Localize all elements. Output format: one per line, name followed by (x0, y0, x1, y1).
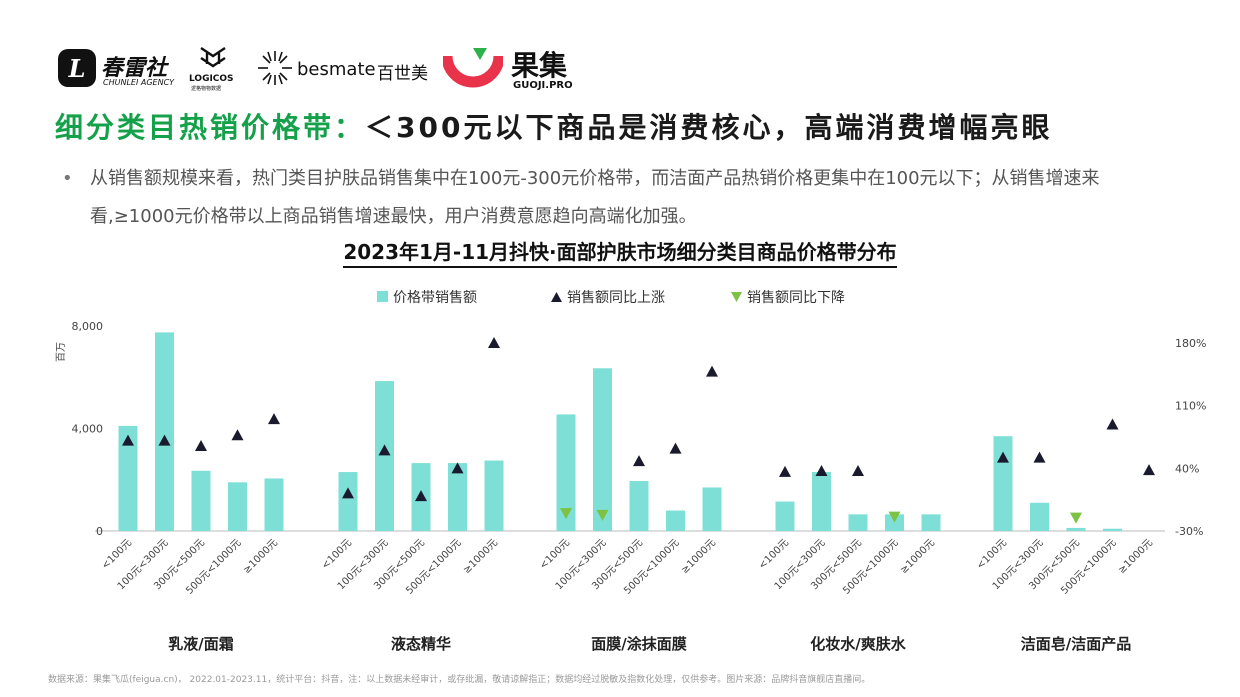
price-band-chart: 价格带销售额 销售额同比上涨 销售额同比下降 0 4,000 8,000 百万 -30% 40%… (55, 290, 1206, 653)
footnote: 数据来源：果集飞瓜(feigua.cn)， 2022.01-2023.11，统计… (48, 675, 871, 685)
y-right-tick-label: 180% (1175, 337, 1206, 350)
sales-bar (118, 425, 138, 531)
logicos-cn-name: 逻格物物数据 (191, 86, 222, 92)
yoy-up-marker (815, 465, 828, 477)
group-label: 洁面皂/洁面产品 (1021, 635, 1131, 653)
yoy-up-marker (633, 455, 645, 467)
yoy-up-marker (231, 429, 244, 441)
bullet-text: 从销售额规模来看，热门类目护肤品销售集中在100元-300元价格带，而洁面产品热… (90, 168, 1100, 227)
x-tick-label: <100元 (538, 537, 572, 571)
yoy-up-marker (342, 487, 354, 499)
sales-bar (484, 460, 504, 531)
sales-bar (848, 514, 868, 531)
bullet-dot: • (62, 168, 73, 189)
chart-title-text: 2023年1月-11月抖快·面部护肤市场细分类目商品价格带分布 (343, 240, 897, 268)
legend-down-triangle (731, 292, 742, 302)
sales-bar (375, 381, 394, 531)
yoy-down-marker (888, 511, 901, 523)
x-tick-label: ≥1000元 (898, 537, 937, 576)
x-tick-label: <100元 (757, 537, 791, 571)
guoji-mark-icon (443, 48, 503, 88)
headline-accent: 细分类目热销价格带： (55, 111, 366, 144)
sales-bar (155, 332, 174, 531)
legend-bar-swatch (377, 291, 388, 302)
x-tick-label: ≥1000元 (679, 537, 718, 576)
yoy-up-marker (158, 434, 171, 446)
yoy-up-marker (195, 439, 207, 451)
x-tick-label: <100元 (320, 537, 354, 571)
headline-rest: ＜300元以下商品是消费核心，高端消费增幅亮眼 (365, 111, 1053, 144)
besmate-mark-icon (258, 51, 292, 85)
y-left-tick-label: 4,000 (72, 423, 104, 436)
group-label: 面膜/涂抹面膜 (591, 635, 686, 653)
logo-strip: L 春雷社 CHUNLEI AGENCY LOGICOS 逻格物物数据 besm… (55, 42, 615, 92)
legend-up-triangle (551, 292, 562, 302)
sales-bar (264, 478, 284, 531)
sales-bar (593, 368, 612, 531)
yoy-down-marker (596, 509, 609, 521)
chart-title: 2023年1月-11月抖快·面部护肤市场细分类目商品价格带分布 (0, 236, 1240, 268)
besmate-cn-name: 百世美 (377, 64, 428, 84)
sales-bar (629, 481, 649, 531)
page-headline: 细分类目热销价格带：＜300元以下商品是消费核心，高端消费增幅亮眼 (55, 106, 1205, 146)
x-tick-label: <100元 (975, 537, 1009, 571)
sales-bar (993, 436, 1013, 531)
y-right-tick-label: -30% (1175, 525, 1203, 538)
yoy-up-marker (378, 444, 391, 456)
y-left-tick-label: 0 (96, 525, 103, 538)
y-left-axis-label: 百万 (55, 342, 67, 362)
legend-label: 销售额同比下降 (747, 290, 845, 306)
group-label: 液态精华 (391, 635, 451, 653)
yoy-up-marker (852, 465, 864, 477)
chunlei-mark-icon: L (58, 49, 96, 87)
sales-bar (702, 487, 722, 531)
yoy-up-marker (268, 413, 280, 425)
sales-bar (1030, 502, 1049, 531)
sales-bar (191, 470, 211, 531)
yoy-up-marker (1143, 464, 1155, 476)
guoji-cn-name: 果集 (511, 49, 568, 82)
yoy-down-marker (1070, 512, 1082, 524)
y-left-tick-label: 8,000 (72, 320, 104, 333)
sales-bar (338, 472, 358, 531)
yoy-down-marker (560, 508, 572, 520)
summary-bullet: • 从销售额规模来看，热门类目护肤品销售集中在100元-300元价格带，而洁面产… (62, 160, 1172, 236)
sales-bar (1103, 528, 1122, 531)
yoy-up-marker (451, 462, 464, 474)
yoy-up-marker (706, 365, 718, 377)
legend-label: 价格带销售额 (393, 290, 477, 306)
group-label: 乳液/面霜 (168, 635, 233, 653)
y-right-tick-label: 110% (1175, 400, 1206, 413)
x-tick-label: ≥1000元 (1116, 537, 1155, 576)
yoy-up-marker (415, 490, 427, 502)
yoy-up-marker (997, 451, 1009, 463)
legend-label: 销售额同比上涨 (567, 290, 665, 306)
guoji-en-name: GUOJI.PRO (513, 80, 573, 91)
sales-bar (812, 472, 831, 531)
yoy-up-marker (488, 337, 500, 348)
yoy-up-marker (669, 442, 682, 454)
group-label: 化妆水/爽肤水 (810, 635, 906, 653)
x-tick-label: ≥1000元 (241, 537, 280, 576)
sales-bar (556, 414, 576, 531)
logicos-mark-icon (200, 47, 226, 68)
besmate-name: besmate (297, 59, 376, 80)
logicos-name: LOGICOS (189, 74, 234, 84)
yoy-up-marker (122, 434, 134, 446)
sales-bar (921, 514, 941, 531)
svg-text:L: L (68, 54, 86, 83)
sales-bar (775, 501, 795, 531)
x-tick-label: ≥1000元 (461, 537, 500, 576)
yoy-up-marker (779, 465, 791, 477)
chunlei-en-name: CHUNLEI AGENCY (103, 78, 175, 87)
sales-bar (228, 482, 247, 531)
sales-bar (666, 510, 685, 531)
y-right-tick-label: 40% (1175, 462, 1199, 475)
sales-bar (448, 463, 467, 531)
yoy-up-marker (1106, 418, 1119, 430)
sales-bar (1066, 527, 1086, 531)
yoy-up-marker (1033, 451, 1046, 463)
x-tick-label: <100元 (100, 537, 134, 571)
chunlei-cn-name: 春雷社 (101, 56, 168, 81)
